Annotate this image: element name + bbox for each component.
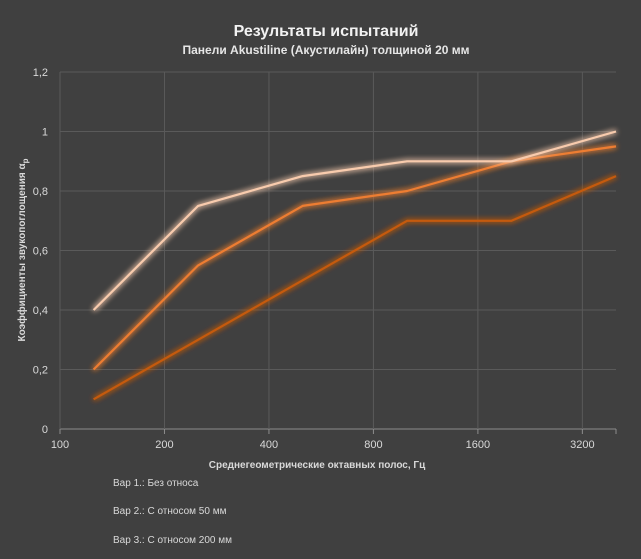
x-tick-label: 100 — [51, 439, 69, 451]
x-tick-label: 800 — [364, 439, 382, 451]
series-line-2 — [92, 145, 617, 371]
x-axis-label: Среднегеометрические октавных полос, Гц — [209, 460, 426, 471]
y-tick-label: 1 — [42, 127, 48, 139]
series-line-3 — [92, 130, 617, 311]
y-axis-label-subscript: p — [21, 158, 30, 163]
y-tick-label: 0,8 — [33, 186, 48, 198]
series-lines — [92, 130, 617, 401]
y-axis-label-text: Коэффициенты звукопоглощения α — [16, 163, 28, 342]
legend-label-3: Вар 3.: С относом 200 мм — [113, 535, 232, 546]
y-tick-label: 0 — [42, 424, 48, 436]
y-tick-label: 0,6 — [33, 246, 48, 258]
chart-title: Результаты испытаний — [234, 23, 419, 40]
legend-label-1: Вар 1.: Без относа — [113, 478, 199, 489]
chart-subtitle: Панели Akustiline (Акустилайн) толщиной … — [182, 43, 469, 57]
gridlines — [59, 71, 617, 434]
y-axis-label: Коэффициенты звукопоглощения αp — [16, 158, 30, 341]
x-tick-label: 200 — [155, 439, 173, 451]
y-tick-label: 0,4 — [33, 305, 48, 317]
y-tick-label: 0,2 — [33, 365, 48, 377]
tick-labels: 0 0,2 0,4 0,6 0,8 1 1,2 100 200 400 800 1600 3200 — [33, 67, 595, 451]
x-tick-label: 1600 — [466, 439, 490, 451]
y-tick-label: 1,2 — [33, 67, 48, 79]
x-tick-label: 3200 — [570, 439, 594, 451]
legend-label-2: Вар 2.: С относом 50 мм — [113, 506, 227, 517]
x-tick-label: 400 — [260, 439, 278, 451]
series-line-1 — [93, 175, 617, 401]
legend: Вар 1.: Без относа Вар 2.: С относом 50 м… — [82, 478, 232, 546]
